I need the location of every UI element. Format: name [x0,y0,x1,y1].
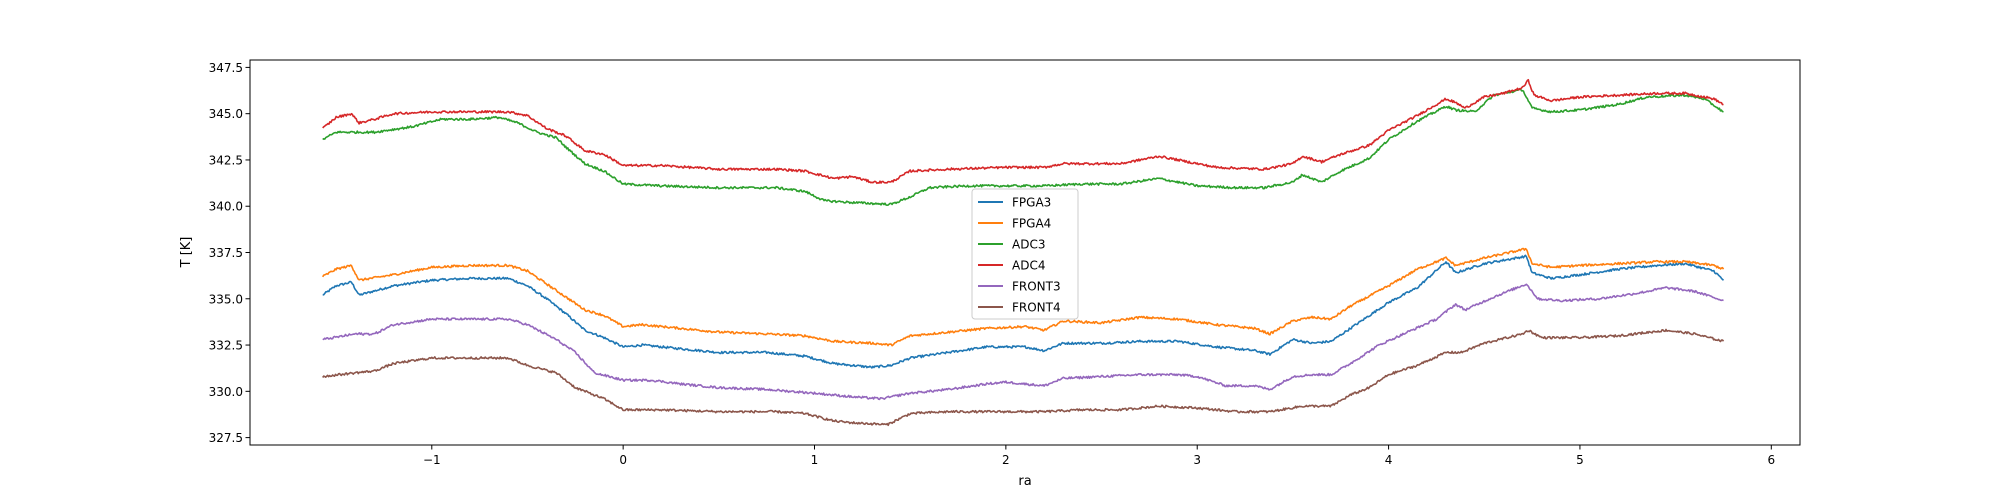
y-tick-label: 327.5 [209,431,243,445]
series-line-fpga4 [322,247,1725,347]
y-tick-label: 347.5 [209,61,243,75]
legend-label: ADC3 [1012,238,1045,252]
series-lines [322,78,1725,427]
series-line-adc4 [322,78,1724,185]
x-tick-label: 0 [619,453,627,467]
x-tick-label: 1 [811,453,819,467]
series-line-fpga3 [322,254,1725,369]
y-tick-label: 342.5 [209,153,243,167]
legend-label: FRONT3 [1012,280,1061,294]
series-line-adc3 [322,88,1724,206]
series-line-front3 [322,283,1724,401]
y-axis-ticks: 327.5 330.0 332.5 335.0 337.5 340.0 342.5 345.0… [209,61,250,445]
y-tick-label: 330.0 [209,385,243,399]
x-tick-label: 2 [1002,453,1010,467]
legend-label: FPGA4 [1012,217,1051,231]
x-tick-label: −1 [423,453,441,467]
x-tick-label: 5 [1576,453,1584,467]
x-axis-ticks: −1 0 1 2 3 4 5 6 [423,445,1775,467]
x-axis-label: ra [1018,474,1031,489]
x-tick-label: 6 [1767,453,1775,467]
legend-label: FPGA3 [1012,196,1051,210]
legend-label: ADC4 [1012,259,1045,273]
y-tick-label: 345.0 [209,107,243,121]
x-tick-label: 3 [1193,453,1201,467]
y-axis-label: T [K] [179,237,194,269]
legend-label: FRONT4 [1012,301,1061,315]
series-line-front4 [322,328,1725,427]
y-tick-label: 335.0 [209,292,243,306]
legend: FPGA3 FPGA4 ADC3 ADC4 FRONT3 FRONT4 [971,188,1079,320]
y-tick-label: 337.5 [209,246,243,260]
y-tick-label: 332.5 [209,339,243,353]
x-tick-label: 4 [1385,453,1393,467]
y-tick-label: 340.0 [209,200,243,214]
